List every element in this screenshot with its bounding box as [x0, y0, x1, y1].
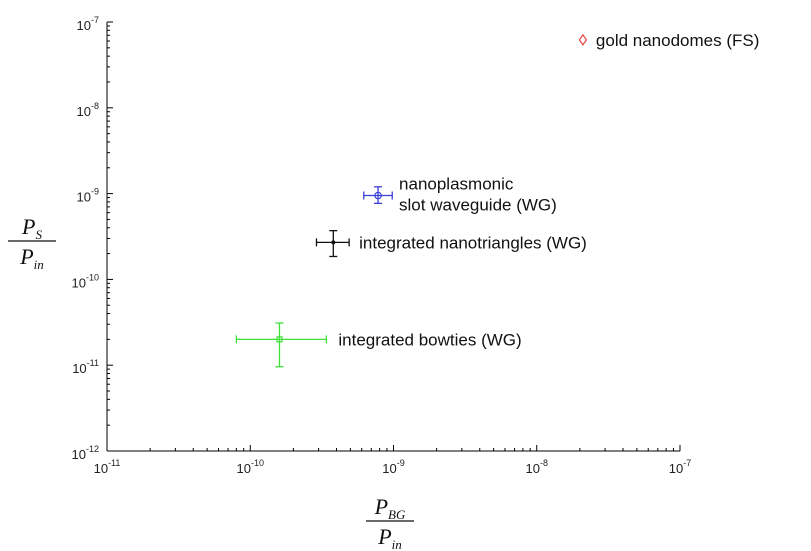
data-point-label: integrated nanotriangles (WG): [359, 233, 587, 252]
x-tick-label: 10-7: [669, 458, 691, 476]
svg-text:PBG: PBG: [374, 494, 406, 522]
x-tick-label: 10-9: [382, 458, 404, 476]
x-tick-label: 10-11: [94, 458, 121, 476]
data-point: gold nanodomes (FS): [578, 31, 759, 50]
circle-marker: [374, 191, 382, 200]
y-tick-label: 10-11: [72, 358, 99, 376]
x-tick-label: 10-8: [526, 458, 548, 476]
data-point-label: integrated bowties (WG): [338, 330, 521, 349]
data-point: integrated nanotriangles (WG): [315, 229, 587, 258]
y-tick-label: 10-9: [77, 187, 99, 205]
svg-text:Pin: Pin: [377, 524, 402, 551]
data-point-label: nanoplasmonic slot waveguide (WG): [399, 175, 557, 215]
y-tick-label: 10-12: [72, 444, 99, 462]
svg-text:PS: PS: [21, 214, 42, 242]
y-axis-ticks: 10-12 10-11 10-10 10-9 10-8 10-7: [72, 15, 113, 462]
data-points: gold nanodomes (FS) nanoplasmonic slot wav…: [235, 31, 759, 368]
y-tick-label: 10-8: [77, 101, 99, 119]
diamond-marker: [578, 33, 588, 46]
square-marker: [276, 336, 283, 343]
data-point: nanoplasmonic slot waveguide (WG): [363, 175, 557, 215]
dot-marker: [331, 240, 336, 245]
x-axis-ticks: 10-11 10-10 10-9 10-8 10-7: [94, 445, 691, 476]
data-point-label: gold nanodomes (FS): [596, 31, 759, 50]
y-tick-label: 10-7: [77, 15, 99, 33]
x-tick-label: 10-10: [237, 458, 264, 476]
data-point: integrated bowties (WG): [235, 322, 522, 368]
y-tick-label: 10-10: [72, 272, 99, 290]
svg-text:Pin: Pin: [19, 244, 44, 272]
